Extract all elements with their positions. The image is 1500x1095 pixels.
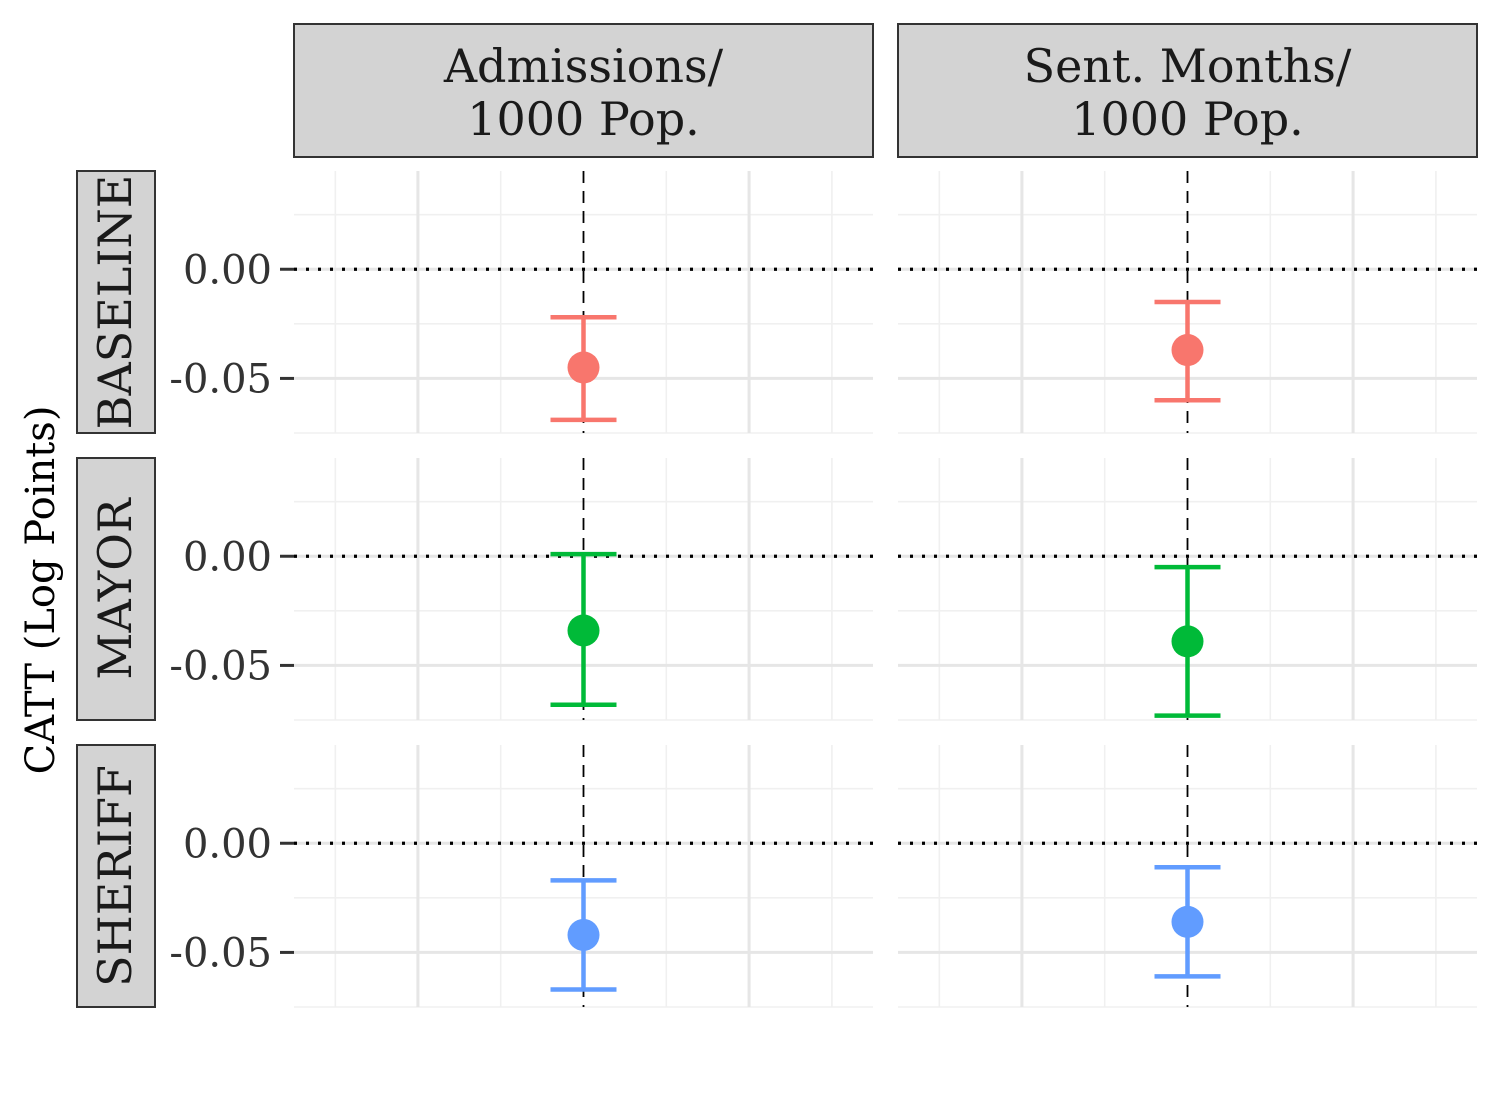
point-estimate (1171, 625, 1204, 658)
point-estimate (567, 614, 600, 647)
column-strip-label: 1000 Pop. (1071, 92, 1304, 146)
column-strip-label: Admissions/ (443, 39, 724, 93)
column-strip-box (293, 23, 874, 158)
y-tick-label: 0.00 (183, 534, 272, 580)
point-estimate (1171, 334, 1204, 367)
y-tick-label: -0.05 (169, 356, 272, 402)
y-axis-mayor: 0.00 -0.05 (169, 534, 294, 689)
y-tick-label: -0.05 (169, 643, 272, 689)
y-axes: 0.00 -0.05 0.00 -0.05 0.00 -0.05 (169, 247, 294, 976)
panel-baseline-admissions (294, 171, 873, 434)
row-strip-box (76, 170, 156, 434)
row-strip-label: MAYOR (88, 497, 142, 680)
row-strip-baseline: BASELINE (76, 170, 156, 434)
point-estimate (567, 351, 600, 384)
facet-panels (294, 171, 1477, 1008)
column-strip-box (897, 23, 1478, 158)
y-tick-label: 0.00 (183, 247, 272, 293)
panel-mayor-sent_months (898, 458, 1477, 721)
panel-sheriff-admissions (294, 745, 873, 1008)
row-strip-mayor: MAYOR (76, 457, 156, 721)
point-estimate (1171, 905, 1204, 938)
row-strip-label: SHERIFF (88, 765, 142, 987)
panel-mayor-admissions (294, 458, 873, 721)
y-axis-sheriff: 0.00 -0.05 (169, 821, 294, 976)
y-tick-label: 0.00 (183, 821, 272, 867)
column-facet-strips: Admissions/1000 Pop.Sent. Months/1000 Po… (293, 23, 1478, 158)
panel-sheriff-sent_months (898, 745, 1477, 1008)
y-axis-baseline: 0.00 -0.05 (169, 247, 294, 402)
row-strip-box (76, 457, 156, 721)
column-strip-label: 1000 Pop. (467, 92, 700, 146)
row-strip-box (76, 744, 156, 1008)
row-strip-sheriff: SHERIFF (76, 744, 156, 1008)
row-strip-label: BASELINE (88, 175, 142, 430)
column-strip-label: Sent. Months/ (1024, 39, 1352, 93)
point-estimate (567, 918, 600, 951)
row-facet-strips: BASELINE MAYOR SHERIFF (76, 170, 156, 1008)
y-axis-title: CATT (Log Points) (18, 406, 64, 775)
column-strip-sent_months: Sent. Months/1000 Pop. (897, 23, 1478, 158)
panel-baseline-sent_months (898, 171, 1477, 434)
column-strip-admissions: Admissions/1000 Pop. (293, 23, 874, 158)
y-tick-label: -0.05 (169, 930, 272, 976)
